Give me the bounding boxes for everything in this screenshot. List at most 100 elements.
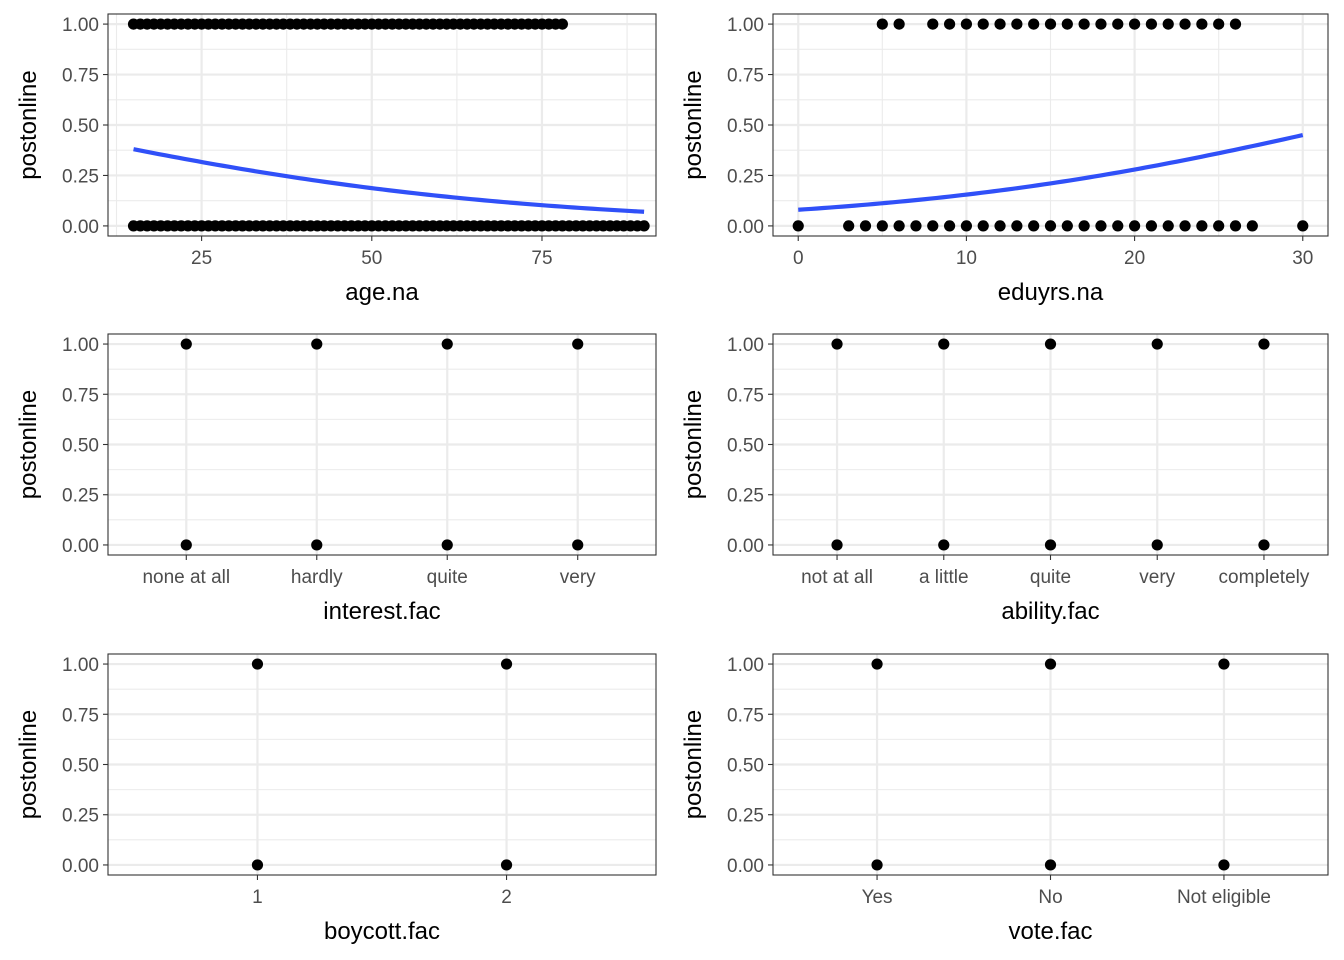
points-boycott-fac (251, 658, 513, 871)
x-tick-label: Not eligible (1177, 887, 1271, 908)
y-tick-label: 1.00 (62, 335, 99, 356)
data-point (1044, 18, 1057, 30)
points-eduyrs-na (792, 18, 1309, 232)
y-tick-label: 0.50 (727, 116, 764, 137)
y-axis-title: postonline (15, 70, 42, 179)
y-tick-label: 0.00 (727, 217, 764, 238)
x-tick-label: 75 (531, 248, 552, 269)
x-axis-title: boycott.fac (324, 918, 440, 945)
data-point (792, 220, 804, 232)
data-point (1044, 338, 1057, 350)
data-point (1151, 539, 1163, 551)
x-axis-title: eduyrs.na (998, 279, 1104, 306)
y-tick-label: 0.75 (727, 66, 764, 87)
data-point (938, 338, 950, 350)
y-tick-label: 0.50 (62, 436, 99, 457)
x-axis-title: vote.fac (1008, 918, 1092, 945)
y-tick-label: 0.25 (727, 486, 764, 507)
x-tick-label: 25 (191, 248, 212, 269)
points-interest-fac (180, 338, 584, 551)
data-point (1128, 220, 1141, 232)
data-point (1162, 220, 1174, 232)
x-tick-label: none at all (142, 567, 230, 588)
y-tick-label: 1.00 (62, 15, 99, 36)
points-vote-fac (871, 658, 1230, 871)
x-tick-label: 2 (501, 887, 512, 908)
y-axis-title: postonline (15, 710, 42, 819)
x-axis-title: ability.fac (1001, 598, 1099, 625)
grid-ability-fac (773, 334, 1328, 555)
x-axis-age-na: 25 50 75 (191, 236, 553, 269)
y-axis-boycott-fac: 0.00 0.25 0.50 0.75 1.00 (62, 655, 108, 877)
y-axis-title: postonline (15, 390, 42, 499)
grid-boycott-fac (108, 654, 656, 875)
data-point (1229, 18, 1242, 30)
data-point (1044, 658, 1057, 670)
data-point (977, 220, 989, 232)
data-point (1061, 220, 1073, 232)
data-point (831, 338, 843, 350)
grid-interest-fac (108, 334, 656, 555)
data-point (876, 220, 888, 232)
x-tick-label: not at all (801, 567, 873, 588)
x-axis-title: age.na (345, 279, 419, 306)
panel-vote-fac: 0.00 0.25 0.50 0.75 1.00 Yes No Not eligible vot… (680, 653, 1329, 945)
y-tick-label: 0.75 (727, 385, 764, 406)
y-tick-label: 0.00 (62, 856, 99, 877)
y-tick-label: 0.50 (62, 756, 99, 777)
x-tick-label: very (560, 567, 596, 588)
data-point (943, 220, 956, 232)
y-tick-label: 0.50 (727, 436, 764, 457)
data-point (1258, 539, 1270, 551)
data-point (1011, 220, 1023, 232)
data-point (1061, 18, 1073, 30)
data-point (1229, 220, 1242, 232)
fitted-curve (798, 133, 1304, 212)
data-point (871, 658, 883, 670)
data-point (927, 18, 939, 30)
data-point (994, 18, 1006, 30)
x-axis-eduyrs-na: 0 10 20 30 (793, 236, 1313, 269)
y-axis-title: postonline (680, 70, 707, 179)
y-tick-label: 0.25 (62, 166, 99, 187)
data-point (1028, 18, 1040, 30)
points-age-na (127, 18, 650, 232)
data-point (1246, 220, 1258, 232)
data-point (1218, 658, 1230, 670)
fitted-curve (133, 147, 645, 214)
data-point (1112, 220, 1124, 232)
grid-vote-fac (773, 654, 1328, 875)
y-axis-interest-fac: 0.00 0.25 0.50 0.75 1.00 (62, 335, 108, 557)
data-point (831, 539, 843, 551)
data-point (1044, 220, 1057, 232)
panel-age-na: 0.00 0.25 0.50 0.75 1.00 25 50 75 age.na postonli… (15, 13, 657, 306)
data-point (843, 220, 855, 232)
data-point (572, 539, 584, 551)
y-axis-title: postonline (680, 390, 707, 499)
data-point (1011, 18, 1023, 30)
x-tick-label: 30 (1292, 248, 1313, 269)
x-axis-ability-fac: not at all a little quite very completely (801, 555, 1310, 588)
data-point (638, 220, 650, 232)
y-axis-eduyrs-na: 0.00 0.25 0.50 0.75 1.00 (727, 15, 773, 238)
x-tick-label: quite (427, 567, 468, 588)
panel-eduyrs-na: 0.00 0.25 0.50 0.75 1.00 0 10 20 30 eduyrs.na post… (680, 13, 1329, 306)
y-tick-label: 0.00 (62, 217, 99, 238)
data-point (960, 18, 973, 30)
y-tick-label: 0.00 (62, 536, 99, 557)
x-axis-title: interest.fac (323, 598, 440, 625)
y-tick-label: 1.00 (727, 655, 764, 676)
data-point (1028, 220, 1040, 232)
y-axis-vote-fac: 0.00 0.25 0.50 0.75 1.00 (727, 655, 773, 877)
panel-interest-fac: 0.00 0.25 0.50 0.75 1.00 none at all hardly qui… (15, 333, 657, 625)
data-point (1095, 18, 1107, 30)
data-point (1145, 220, 1158, 232)
data-point (876, 18, 888, 30)
data-point (1162, 18, 1174, 30)
x-tick-label: No (1038, 887, 1062, 908)
y-tick-label: 0.75 (62, 385, 99, 406)
y-tick-label: 1.00 (727, 335, 764, 356)
data-point (500, 658, 513, 670)
